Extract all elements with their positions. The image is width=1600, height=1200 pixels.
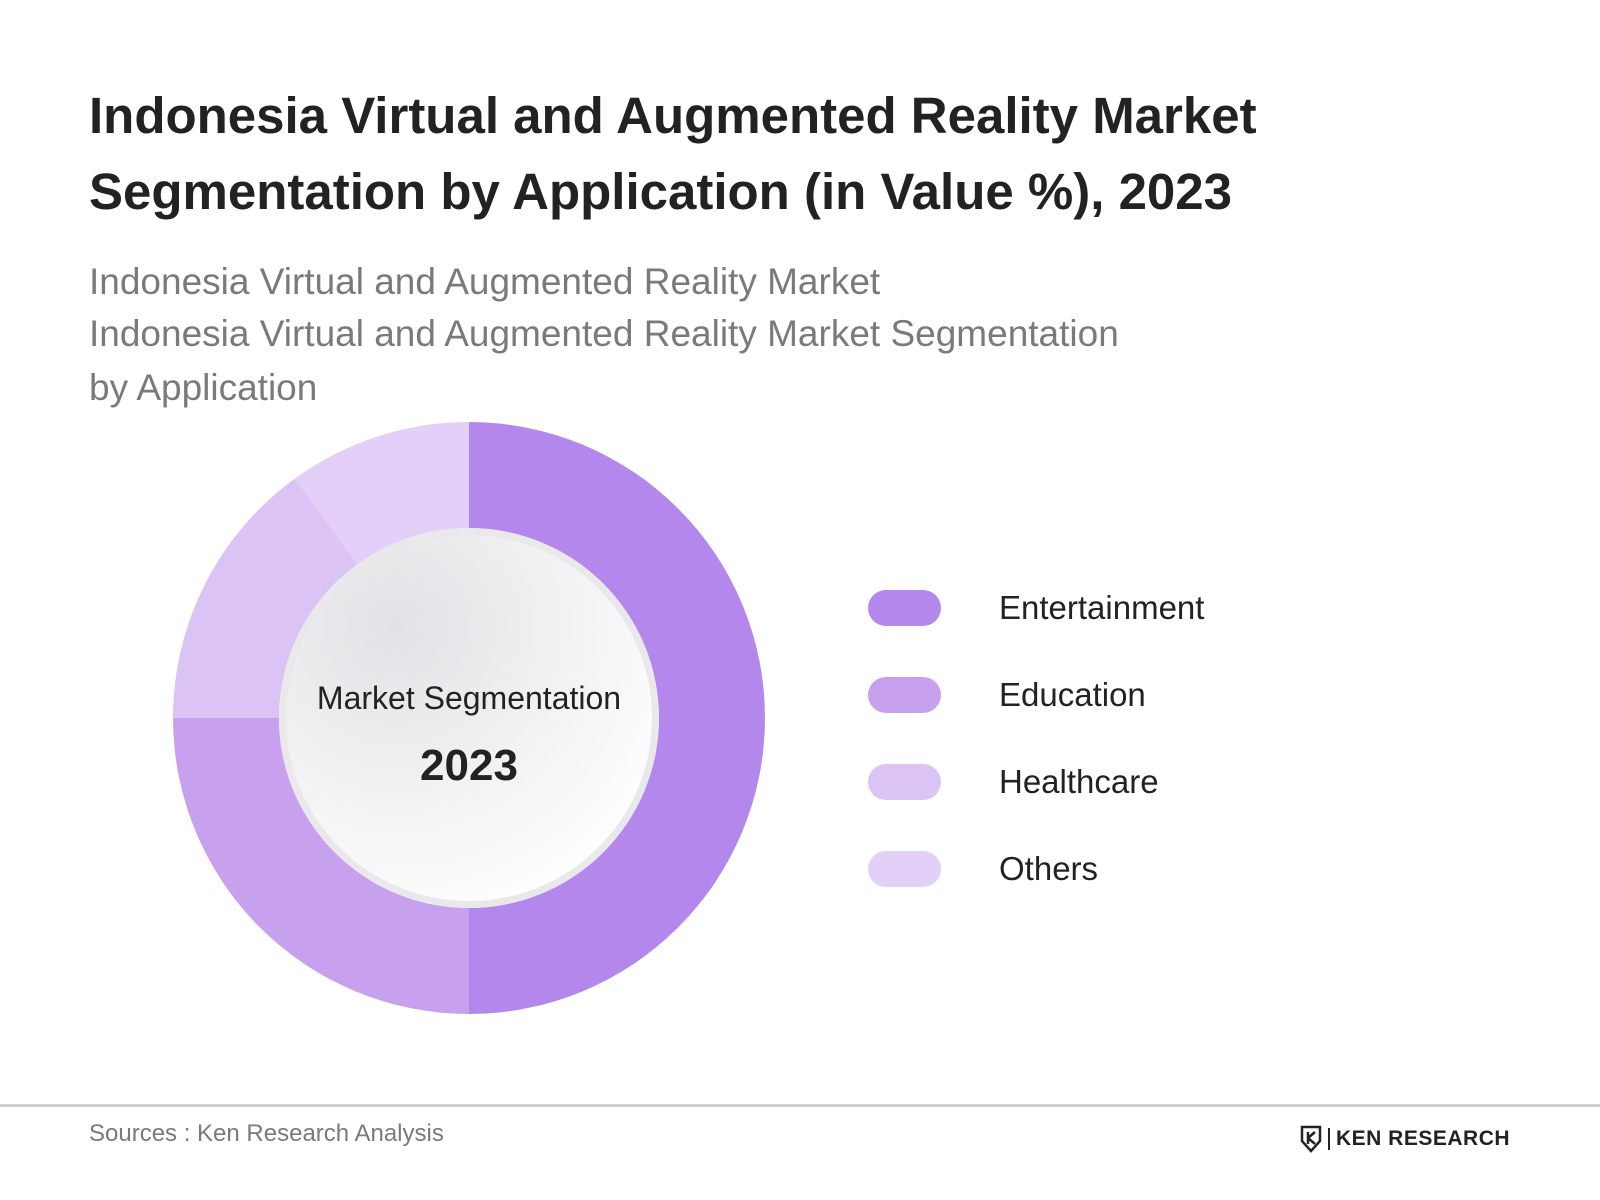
legend-label-education: Education (999, 676, 1146, 713)
footer-divider (0, 1104, 1600, 1107)
chart-title-line-2: Segmentation by Application (in Value %)… (89, 163, 1233, 220)
legend-item-entertainment: Entertainment (868, 590, 1468, 677)
center-year: 2023 (420, 741, 518, 790)
donut-slice-education (173, 718, 469, 1014)
legend-item-others: Others (868, 851, 1468, 938)
sources-note: Sources : Ken Research Analysis (89, 1120, 444, 1147)
brand-logo: KEN RESEARCH (1300, 1124, 1510, 1154)
chart-legend: Entertainment Education Healthcare Other… (868, 590, 1468, 938)
subtitle-line-2: Indonesia Virtual and Augmented Reality … (89, 313, 1119, 354)
legend-label-entertainment: Entertainment (999, 589, 1205, 626)
legend-swatch-entertainment (868, 590, 941, 626)
center-label: Market Segmentation (317, 680, 621, 716)
chart-title-line-1: Indonesia Virtual and Augmented Reality … (89, 87, 1257, 144)
brand-separator (1328, 1128, 1330, 1150)
legend-swatch-education (868, 677, 941, 713)
subtitle-line-1: Indonesia Virtual and Augmented Reality … (89, 261, 881, 302)
subtitle-line-3: by Application (89, 367, 318, 408)
brand-name: KEN RESEARCH (1336, 1127, 1511, 1150)
donut-slice-entertainment (469, 422, 765, 1014)
legend-label-healthcare: Healthcare (999, 763, 1159, 800)
donut-center-disc (286, 535, 652, 901)
chart-title: Indonesia Virtual and Augmented Reality … (89, 78, 1389, 230)
donut-slice-others (295, 422, 469, 565)
legend-swatch-healthcare (868, 764, 941, 800)
donut-slice-healthcare (173, 478, 358, 718)
ken-research-logo-icon (1300, 1125, 1322, 1153)
legend-item-education: Education (868, 677, 1468, 764)
legend-swatch-others (868, 851, 941, 887)
donut-slices (173, 422, 765, 1014)
legend-item-healthcare: Healthcare (868, 764, 1468, 851)
legend-label-others: Others (999, 850, 1099, 887)
chart-subtitle: Indonesia Virtual and Augmented Reality … (89, 256, 1289, 416)
